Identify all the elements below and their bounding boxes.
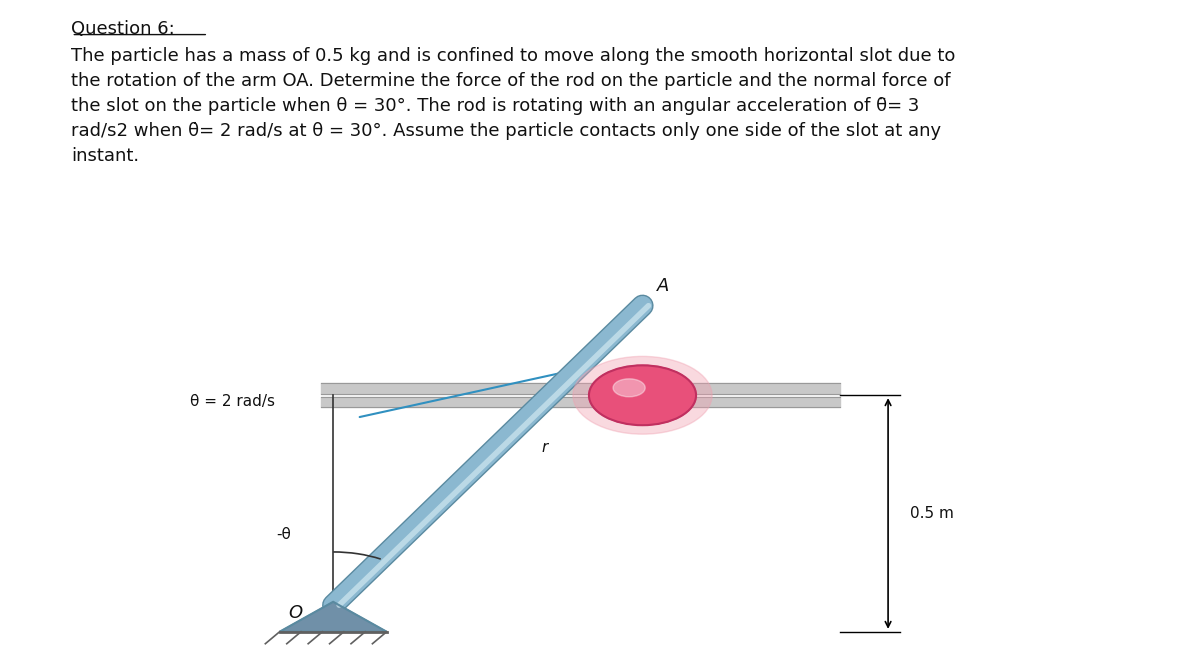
Text: r: r xyxy=(541,440,547,455)
Text: A: A xyxy=(656,277,670,295)
Polygon shape xyxy=(280,602,386,632)
Text: O: O xyxy=(288,604,302,622)
Circle shape xyxy=(572,356,712,434)
Text: -θ: -θ xyxy=(276,527,290,542)
Circle shape xyxy=(589,365,696,425)
Text: Question 6:: Question 6: xyxy=(71,20,175,38)
Text: 0.5 m: 0.5 m xyxy=(910,506,953,521)
Text: The particle has a mass of 0.5 kg and is confined to move along the smooth horiz: The particle has a mass of 0.5 kg and is… xyxy=(71,47,955,165)
Circle shape xyxy=(613,379,646,397)
Text: θ̇ = 2 rad/s: θ̇ = 2 rad/s xyxy=(191,394,275,409)
